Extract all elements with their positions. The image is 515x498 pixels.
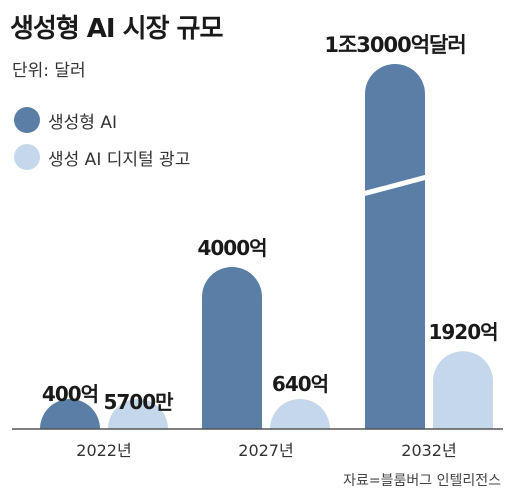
unit-label: 단위: 달러 [12,61,86,81]
data-label-digital-ad-2: 1920억 [428,320,497,344]
legend-swatch-generative-ai [14,107,40,133]
bar-generative-ai-1 [202,267,262,429]
source-note: 자료=블룸버그 인텔리전스 [343,473,501,489]
x-tick-label-2: 2032년 [401,441,456,460]
legend-item-generative-ai: 생성형 AI [14,107,117,133]
legend-label-generative-ai: 생성형 AI [48,112,117,133]
x-tick-label-0: 2022년 [76,441,131,460]
legend-label-digital-ad: 생성 AI 디지털 광고 [48,149,191,170]
bar-digital-ad-2 [433,351,493,429]
data-label-digital-ad-1: 640억 [272,372,328,396]
bar-digital-ad-1 [270,399,330,429]
data-label-generative-ai-2: 1조3000억달러 [324,33,465,57]
bar-digital-ad-0 [108,399,168,429]
axis-break-mark [360,174,430,197]
data-label-generative-ai-1: 4000억 [197,236,266,260]
data-label-digital-ad-0: 5700만 [103,390,174,414]
chart-title: 생성형 AI 시장 규모 [10,14,223,44]
bar-generative-ai-0 [40,399,100,429]
data-label-generative-ai-0: 400억 [42,382,98,406]
legend-swatch-digital-ad [14,144,40,170]
x-tick-label-1: 2027년 [238,441,293,460]
legend-item-digital-ad: 생성 AI 디지털 광고 [14,144,190,170]
bar-generative-ai-2 [365,64,425,429]
